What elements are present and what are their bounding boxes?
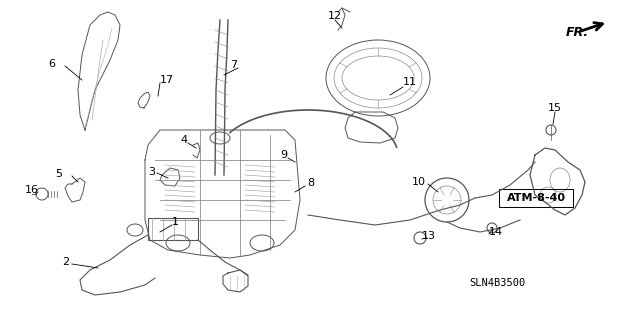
Text: 13: 13: [422, 231, 436, 241]
Bar: [148, 218, 198, 240]
Text: ATM-8-40: ATM-8-40: [506, 193, 566, 203]
Text: 1: 1: [172, 217, 179, 227]
Text: 11: 11: [403, 77, 417, 87]
Text: 5: 5: [55, 169, 62, 179]
Text: 9: 9: [280, 150, 287, 160]
Text: 15: 15: [548, 103, 562, 113]
Text: 17: 17: [160, 75, 174, 85]
Text: 2: 2: [62, 257, 69, 267]
Text: FR.: FR.: [566, 26, 589, 39]
Text: 14: 14: [489, 227, 503, 237]
Text: 4: 4: [180, 135, 187, 145]
Text: 12: 12: [328, 11, 342, 21]
Text: 8: 8: [307, 178, 314, 188]
Text: 7: 7: [230, 60, 237, 70]
Text: 16: 16: [25, 185, 39, 195]
Text: 3: 3: [148, 167, 155, 177]
Text: 10: 10: [412, 177, 426, 187]
Text: 6: 6: [48, 59, 55, 69]
Text: SLN4B3500: SLN4B3500: [469, 278, 525, 288]
